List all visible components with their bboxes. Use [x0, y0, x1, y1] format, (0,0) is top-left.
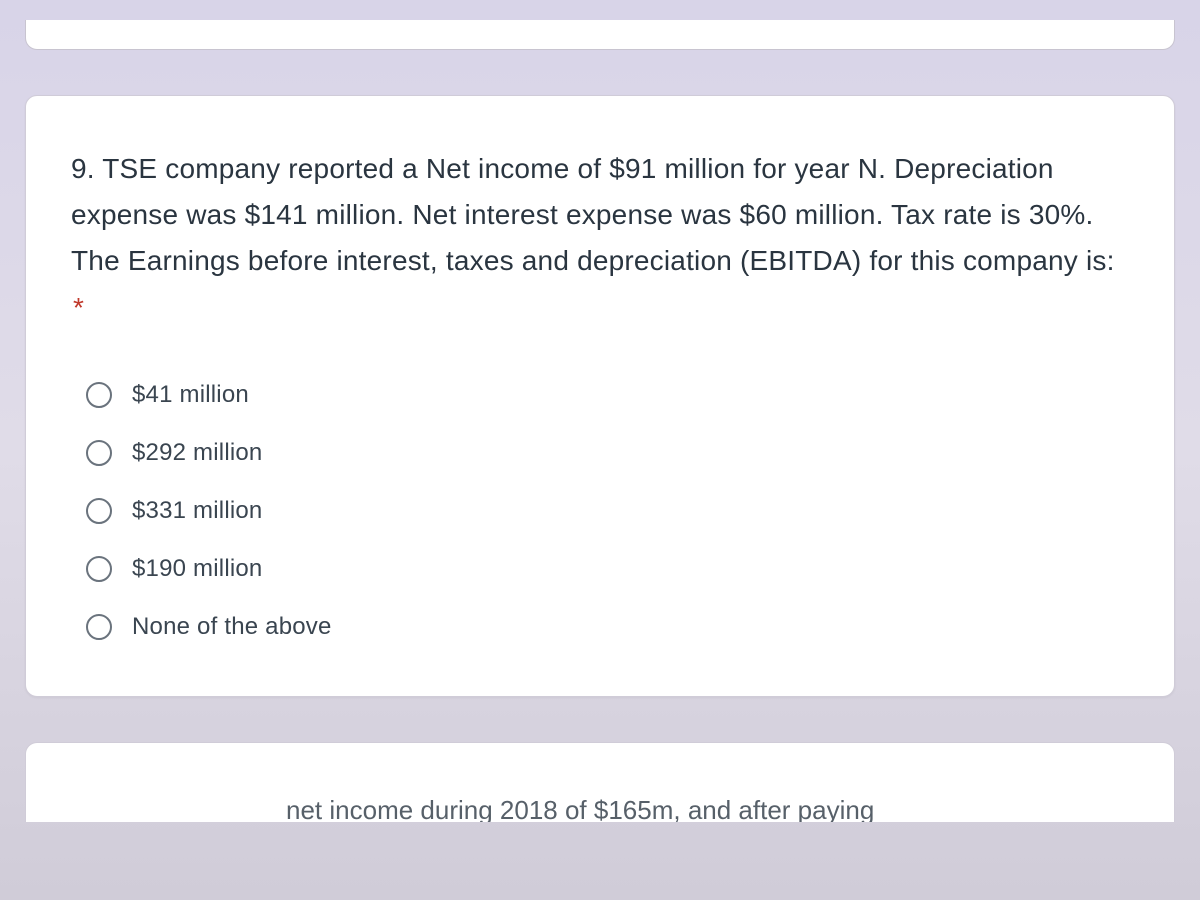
radio-icon[interactable] [86, 614, 112, 640]
option-row[interactable]: None of the above [86, 613, 1129, 641]
option-row[interactable]: $190 million [86, 555, 1129, 583]
options-group: $41 million $292 million $331 million $1… [71, 381, 1129, 641]
option-row[interactable]: $292 million [86, 439, 1129, 467]
question-card: 9. TSE company reported a Net income of … [25, 95, 1175, 697]
option-label: None of the above [132, 613, 332, 641]
next-question-card-partial: net income during 2018 of $165m, and aft… [25, 742, 1175, 822]
previous-question-card-edge [25, 20, 1175, 50]
option-label: $331 million [132, 497, 262, 525]
radio-icon[interactable] [86, 556, 112, 582]
radio-icon[interactable] [86, 440, 112, 466]
option-label: $41 million [132, 381, 249, 409]
option-row[interactable]: $331 million [86, 497, 1129, 525]
next-question-text-partial: net income during 2018 of $165m, and aft… [286, 791, 1175, 822]
option-label: $292 million [132, 439, 262, 467]
question-text: 9. TSE company reported a Net income of … [71, 146, 1129, 331]
option-label: $190 million [132, 555, 262, 583]
radio-icon[interactable] [86, 498, 112, 524]
required-asterisk: * [73, 292, 84, 323]
radio-icon[interactable] [86, 382, 112, 408]
option-row[interactable]: $41 million [86, 381, 1129, 409]
question-body: 9. TSE company reported a Net income of … [71, 153, 1115, 276]
